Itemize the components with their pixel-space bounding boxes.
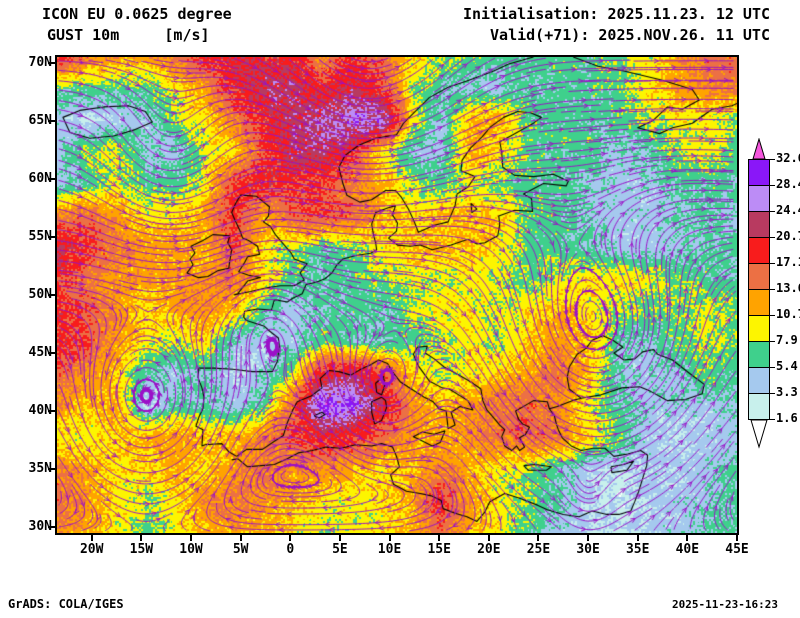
lat-tick-label: 35N: [28, 461, 52, 477]
lon-tick-mark: [736, 535, 738, 541]
colorbar-segment: [748, 315, 770, 342]
lon-tick-mark: [636, 535, 639, 541]
lon-tick-mark: [289, 535, 292, 541]
lon-tick-mark: [90, 535, 93, 541]
colorbar-label: 17.1: [776, 255, 800, 269]
lon-tick-mark: [438, 535, 441, 541]
lon-tick-mark: [140, 535, 143, 541]
colorbar-label: 32.6: [776, 151, 800, 165]
lat-tick-mark: [48, 294, 55, 296]
variable-subtitle: GUST 10m [m/s]: [47, 26, 210, 44]
lon-tick-label: 45E: [725, 542, 749, 557]
valid-time-text: Valid(+71): 2025.NOV.26. 11 UTC: [490, 26, 770, 44]
colorbar-tick: [770, 393, 775, 394]
colorbar-tick: [770, 237, 775, 238]
lat-tick-mark: [48, 119, 55, 122]
lat-tick-label: 45N: [28, 345, 52, 361]
lat-tick-label: 60N: [28, 170, 52, 186]
colorbar-segment: [748, 367, 770, 394]
map-frame: [55, 55, 739, 535]
colorbar-segment: [748, 393, 770, 420]
lat-tick-label: 55N: [28, 228, 52, 244]
lat-tick-label: 40N: [28, 403, 52, 419]
colorbar-tick: [770, 211, 775, 212]
lon-tick-mark: [487, 535, 490, 541]
colorbar-segment: [748, 159, 770, 186]
lon-tick-label: 15E: [427, 542, 451, 557]
lat-tick-label: 65N: [28, 112, 52, 128]
colorbar-label: 3.3: [776, 385, 798, 399]
lon-tick-label: 35E: [625, 542, 650, 557]
lon-tick-mark: [388, 535, 391, 541]
creation-timestamp: 2025-11-23-16:23: [672, 598, 778, 611]
lon-tick-mark: [239, 535, 242, 541]
lat-tick-mark: [48, 468, 55, 471]
gust-map-canvas: [57, 57, 737, 533]
colorbar-segment: [748, 263, 770, 290]
colorbar-tick: [770, 263, 775, 264]
colorbar-label: 13.6: [776, 281, 800, 295]
colorbar-label: 1.6: [776, 411, 798, 425]
lon-tick-label: 15W: [129, 542, 154, 557]
lon-tick-mark: [190, 535, 192, 541]
lon-tick-label: 30E: [576, 542, 600, 557]
colorbar-segment: [748, 341, 770, 368]
lat-tick-mark: [48, 177, 55, 180]
colorbar-tick: [770, 367, 775, 368]
colorbar-tick: [770, 315, 775, 316]
colorbar-tick: [770, 289, 775, 290]
lat-tick-label: 30N: [28, 519, 52, 535]
lon-tick-label: 25E: [526, 542, 551, 557]
grads-credit: GrADS: COLA/IGES: [8, 597, 124, 611]
lon-tick-label: 5E: [332, 542, 348, 557]
lon-tick-label: 10E: [377, 542, 402, 557]
colorbar-segment: [748, 185, 770, 212]
colorbar-segment: [748, 289, 770, 316]
colorbar-label: 7.9: [776, 333, 798, 347]
colorbar-label: 24.4: [776, 203, 800, 217]
lat-tick-mark: [48, 61, 55, 64]
lon-tick-label: 10W: [179, 542, 203, 557]
colorbar-tick: [770, 159, 775, 160]
lon-tick-label: 0: [286, 542, 295, 557]
page-title: ICON EU 0.0625 degree: [42, 5, 232, 23]
colorbar-label: 20.7: [776, 229, 800, 243]
lon-tick-label: 20E: [477, 542, 501, 557]
lon-tick-mark: [587, 535, 590, 541]
colorbar-over-arrow: [752, 138, 766, 160]
lat-tick-label: 70N: [28, 54, 52, 70]
lon-tick-label: 40E: [675, 542, 700, 557]
colorbar-segment: [748, 211, 770, 238]
lon-tick-mark: [338, 535, 341, 541]
lat-tick-mark: [48, 352, 55, 355]
lat-tick-label: 50N: [28, 287, 52, 302]
colorbar-tick: [770, 341, 775, 342]
lon-tick-mark: [686, 535, 689, 541]
colorbar-under-arrow: [750, 419, 768, 449]
colorbar-label: 10.7: [776, 307, 800, 321]
lon-tick-label: 20W: [79, 542, 104, 557]
colorbar-label: 5.4: [776, 359, 798, 373]
lon-tick-label: 5W: [232, 542, 249, 557]
colorbar-tick: [770, 185, 775, 186]
gust-colorbar: 32.6 28.4 24.4 20.7 17.1 13.6 10.7 7.9 5.4 3.3 1.6: [748, 138, 800, 450]
colorbar-label: 28.4: [776, 177, 800, 191]
colorbar-tick: [770, 419, 775, 420]
lat-tick-mark: [48, 526, 55, 529]
lon-tick-mark: [537, 535, 540, 541]
colorbar-segment: [748, 237, 770, 264]
lat-tick-mark: [48, 235, 55, 238]
initialisation-text: Initialisation: 2025.11.23. 12 UTC: [462, 5, 770, 23]
lat-tick-mark: [48, 410, 55, 413]
